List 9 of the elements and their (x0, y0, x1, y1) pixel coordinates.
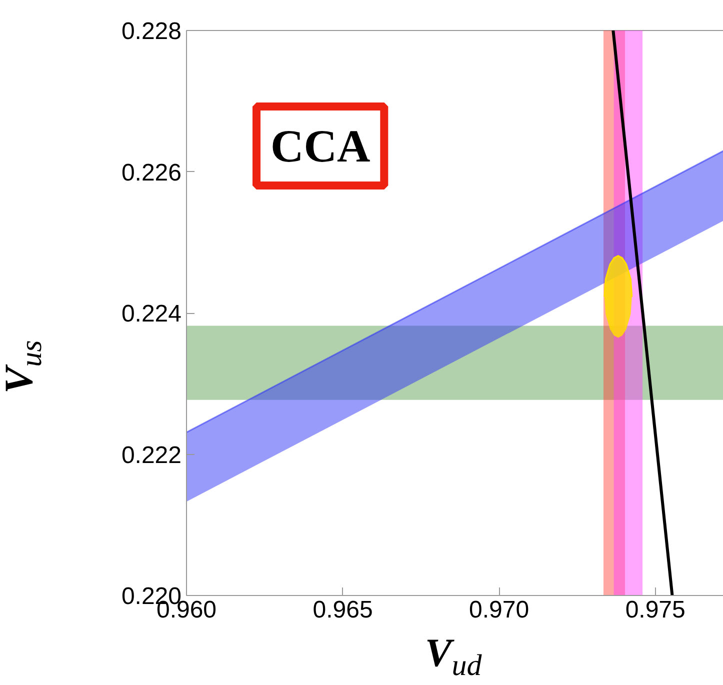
y-tick-label: 0.224 (121, 300, 182, 328)
annotation: CCA (270, 120, 370, 172)
x-tick-label: 0.965 (312, 596, 373, 624)
y-tick-label: 0.226 (121, 159, 182, 186)
x-axis-title: V$_{ud}$ (425, 629, 482, 684)
x-tick-label: 0.970 (469, 596, 530, 624)
x-tick-label: 0.975 (625, 596, 686, 624)
y-tick-label: 0.222 (121, 442, 182, 469)
y-tick-label: 0.228 (121, 18, 182, 45)
